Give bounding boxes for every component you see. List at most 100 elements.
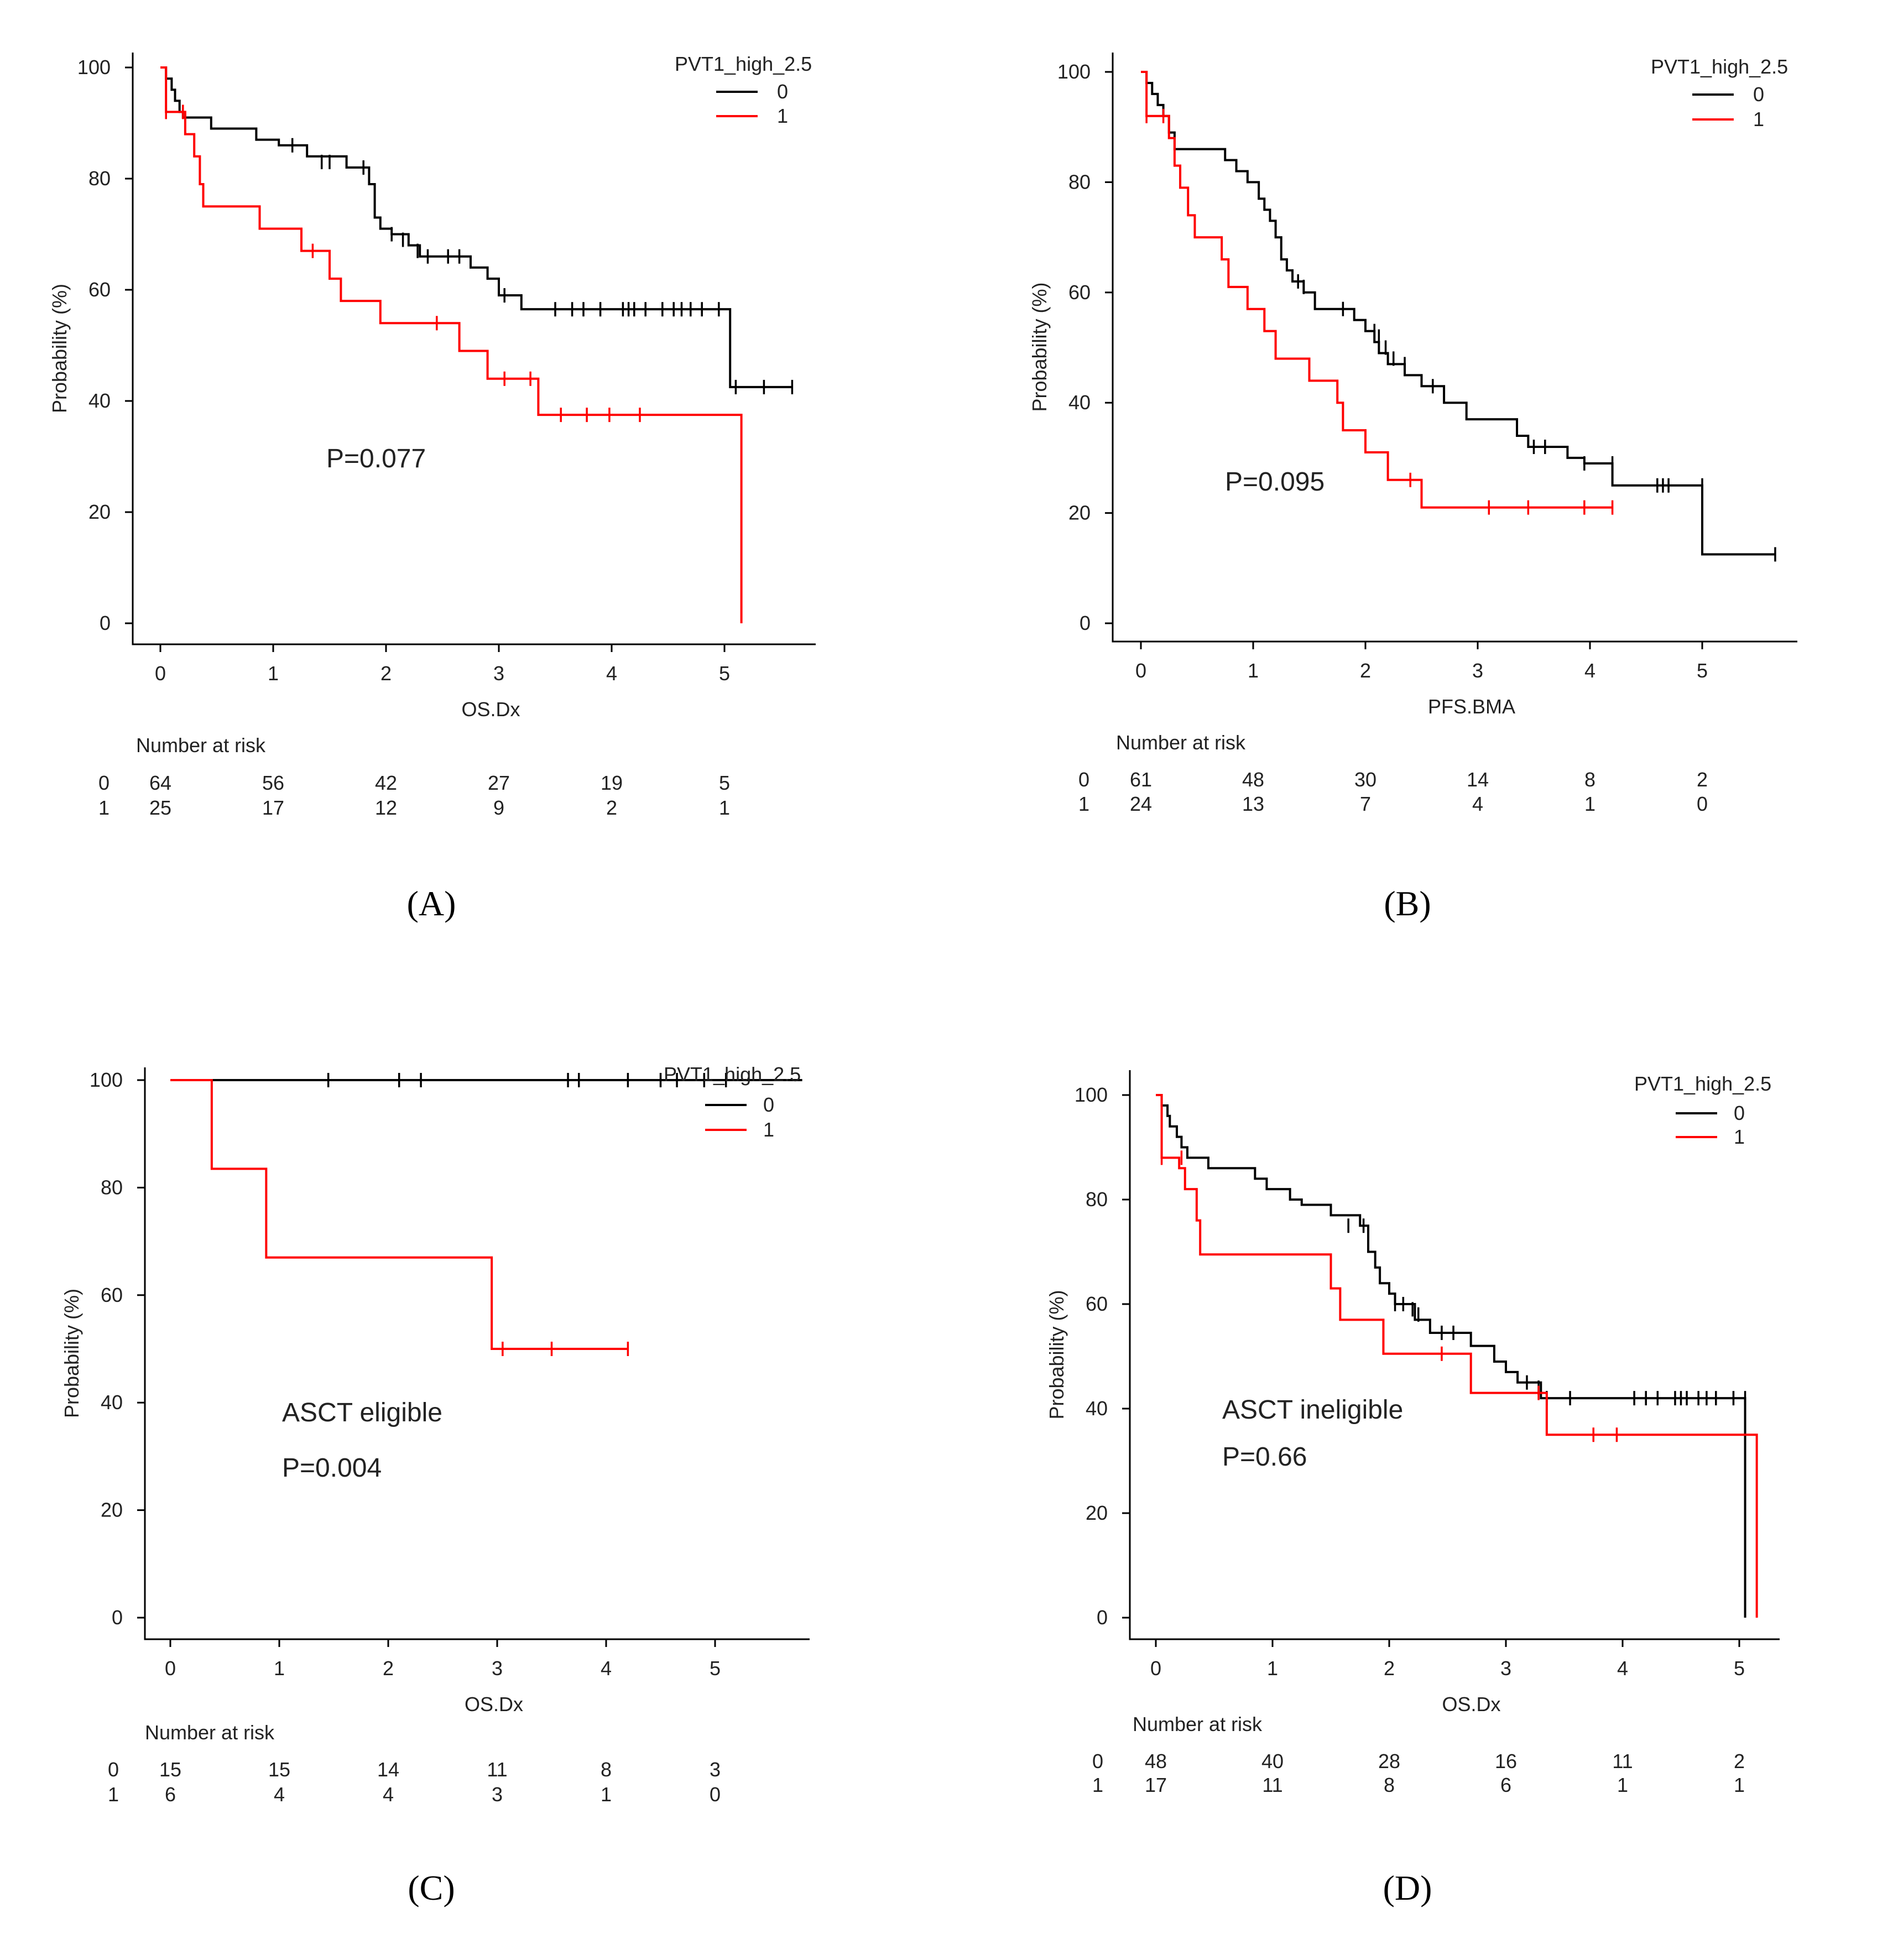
km-curve-group-1	[1156, 1094, 1758, 1618]
y-tick-label: 0	[100, 612, 111, 634]
legend-title: PVT1_high_2.5	[675, 53, 812, 75]
annotation: ASCT ineligible	[1222, 1395, 1403, 1425]
y-tick-label: 40	[1086, 1397, 1108, 1420]
x-axis-title: OS.Dx	[465, 1693, 523, 1716]
y-tick-label: 60	[88, 278, 111, 301]
x-tick-label: 5	[1697, 659, 1708, 682]
risk-count: 14	[1467, 768, 1489, 791]
x-tick-label: 4	[601, 1657, 612, 1680]
risk-table-title: Number at risk	[1133, 1713, 1263, 1735]
risk-count: 4	[1472, 793, 1483, 815]
panel-label: (C)	[408, 1868, 455, 1907]
km-curve-group-1	[1141, 71, 1613, 509]
y-tick-label: 40	[101, 1391, 123, 1414]
risk-count: 17	[1145, 1774, 1167, 1796]
y-tick-label: 20	[1068, 502, 1091, 524]
x-axis-title: OS.Dx	[1442, 1693, 1500, 1716]
axis-frame	[144, 1067, 810, 1640]
legend-title: PVT1_high_2.5	[664, 1063, 801, 1086]
risk-count: 11	[487, 1758, 507, 1781]
x-tick-label: 2	[1360, 659, 1371, 682]
y-axis-title: Probability (%)	[1028, 282, 1051, 411]
y-tick-label: 80	[101, 1176, 123, 1198]
risk-count: 64	[149, 772, 171, 794]
risk-count: 1	[1617, 1774, 1628, 1796]
y-tick-label: 100	[77, 56, 111, 79]
annotation: P=0.077	[326, 444, 426, 473]
x-axis-title: PFS.BMA	[1428, 695, 1515, 718]
y-tick-label: 0	[112, 1606, 123, 1629]
y-tick-label: 100	[90, 1068, 123, 1091]
risk-count: 6	[1500, 1774, 1511, 1796]
axis-frame	[132, 53, 816, 645]
risk-count: 15	[268, 1758, 290, 1781]
legend-label-1: 1	[777, 105, 788, 127]
risk-count: 48	[1242, 768, 1264, 791]
risk-count: 48	[1145, 1750, 1167, 1773]
risk-count: 6	[165, 1783, 176, 1806]
legend-label-0: 0	[763, 1093, 774, 1116]
y-tick-label: 60	[101, 1284, 123, 1306]
km-curve-group-1	[160, 66, 743, 623]
x-tick-label: 3	[493, 662, 504, 685]
risk-count: 4	[274, 1783, 285, 1806]
risk-count: 0	[1697, 793, 1708, 815]
risk-group-label: 0	[1092, 1750, 1103, 1773]
x-tick-label: 5	[1734, 1657, 1745, 1680]
y-tick-label: 20	[88, 501, 111, 523]
risk-count: 12	[375, 796, 397, 819]
x-tick-label: 5	[719, 662, 730, 685]
risk-count: 25	[149, 796, 171, 819]
risk-count: 7	[1360, 793, 1371, 815]
x-tick-label: 1	[274, 1657, 285, 1680]
panel-label: (A)	[407, 884, 456, 923]
risk-count: 1	[719, 796, 730, 819]
x-tick-label: 0	[165, 1657, 176, 1680]
legend-label-1: 1	[1753, 108, 1764, 131]
annotation: P=0.004	[282, 1453, 382, 1483]
risk-count: 56	[262, 772, 284, 794]
risk-count: 2	[1697, 768, 1708, 791]
risk-group-label: 0	[108, 1758, 119, 1781]
panel-label: (B)	[1384, 884, 1431, 923]
risk-group-label: 1	[1092, 1774, 1103, 1796]
legend-label-1: 1	[1734, 1125, 1745, 1148]
risk-count: 5	[719, 772, 730, 794]
risk-count: 2	[1734, 1750, 1745, 1773]
y-tick-label: 60	[1086, 1292, 1108, 1315]
axis-frame	[1112, 53, 1797, 643]
risk-count: 61	[1130, 768, 1152, 791]
risk-count: 40	[1261, 1750, 1284, 1773]
y-tick-label: 80	[88, 167, 111, 190]
risk-count: 13	[1242, 793, 1264, 815]
risk-table-title: Number at risk	[136, 734, 266, 757]
risk-group-label: 1	[98, 796, 109, 819]
legend-label-0: 0	[1734, 1102, 1745, 1124]
km-curve-group-0	[1156, 1094, 1746, 1618]
risk-count: 8	[1584, 768, 1595, 791]
x-tick-label: 2	[1384, 1657, 1395, 1680]
y-tick-label: 20	[1086, 1502, 1108, 1524]
risk-count: 1	[1584, 793, 1595, 815]
y-tick-label: 100	[1075, 1083, 1108, 1106]
y-axis-title: Probability (%)	[48, 284, 71, 413]
x-axis-title: OS.Dx	[461, 698, 520, 721]
risk-count: 8	[1384, 1774, 1395, 1796]
legend-title: PVT1_high_2.5	[1651, 55, 1788, 78]
risk-count: 27	[488, 772, 510, 794]
risk-count: 3	[492, 1783, 503, 1806]
y-tick-label: 40	[88, 389, 111, 412]
risk-count: 17	[262, 796, 284, 819]
y-tick-label: 20	[101, 1499, 123, 1521]
km-curve-group-1	[170, 1079, 628, 1350]
y-tick-label: 0	[1097, 1606, 1108, 1629]
risk-count: 14	[377, 1758, 399, 1781]
km-curve-group-0	[160, 66, 792, 388]
x-tick-label: 3	[1500, 1657, 1511, 1680]
risk-count: 0	[710, 1783, 721, 1806]
x-tick-label: 5	[710, 1657, 721, 1680]
risk-count: 28	[1378, 1750, 1400, 1773]
